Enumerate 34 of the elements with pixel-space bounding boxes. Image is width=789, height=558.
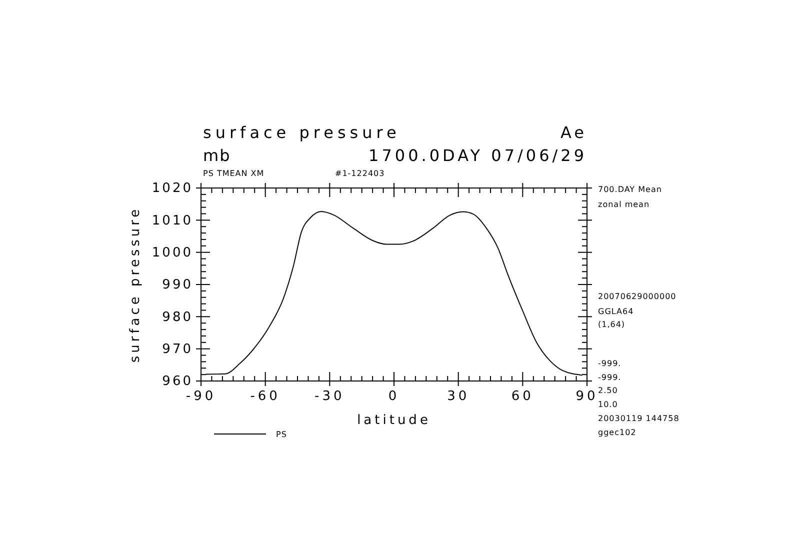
y-axis-title: surface pressure <box>128 206 143 363</box>
text: PS TMEAN XM <box>203 169 264 178</box>
text: 20030119 144758 <box>598 414 680 423</box>
text: #1-122403 <box>335 169 385 178</box>
text: 10.0 <box>598 400 618 409</box>
y-tick-label: 990 <box>162 278 193 293</box>
x-tick-label: 30 <box>447 389 470 404</box>
y-tick-label: 1000 <box>152 245 193 260</box>
text: (1,64) <box>598 320 626 329</box>
y-tick-label: 980 <box>162 310 193 325</box>
y-tick-label: 1010 <box>152 213 193 228</box>
text: zonal mean <box>598 200 650 209</box>
x-tick-label: 0 <box>388 389 400 404</box>
text: -999. <box>598 373 622 382</box>
y-tick-label: 970 <box>162 342 193 357</box>
y-tick-label: 960 <box>162 374 193 390</box>
x-tick-label: 60 <box>511 389 534 404</box>
x-axis-title: latitude <box>357 413 431 428</box>
text: Ae <box>560 123 587 142</box>
text: ggec102 <box>598 428 636 437</box>
x-tick-label: -90 <box>186 389 216 404</box>
chart-subtitle: mb <box>203 146 231 165</box>
text: 1700.0DAY 07/06/29 <box>368 146 587 165</box>
text: PS <box>276 430 287 439</box>
y-tick-label: 1020 <box>152 181 193 196</box>
text: 2.50 <box>598 386 618 395</box>
chart-title: surface pressure <box>203 123 400 142</box>
text: GGLA64 <box>598 307 634 316</box>
text: 700.DAY Mean <box>598 185 662 194</box>
x-tick-label: -60 <box>250 389 280 404</box>
text: -999. <box>598 359 622 368</box>
text: 20070629000000 <box>598 292 676 301</box>
x-tick-label: 90 <box>576 389 598 404</box>
x-tick-label: -30 <box>314 389 345 404</box>
